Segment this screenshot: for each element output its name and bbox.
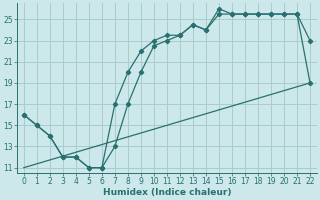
X-axis label: Humidex (Indice chaleur): Humidex (Indice chaleur) bbox=[103, 188, 231, 197]
